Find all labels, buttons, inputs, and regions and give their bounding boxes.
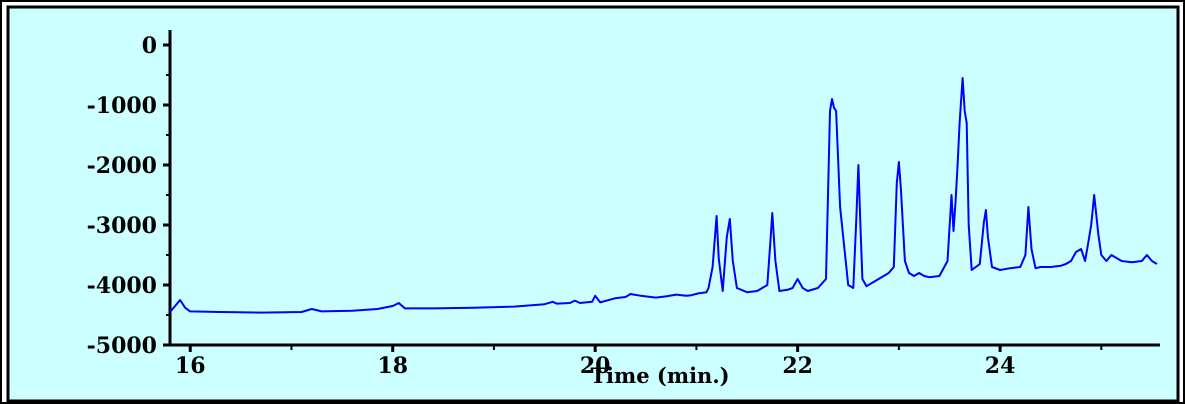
x-tick-label: 24 [985, 353, 1016, 379]
y-tick-label: -3000 [87, 213, 157, 239]
y-tick-label: -1000 [87, 93, 157, 119]
x-axis-ticks: 16 18 20 22 24 [175, 345, 1103, 379]
x-tick-label: 18 [377, 353, 408, 379]
y-tick-label: -2000 [87, 153, 157, 179]
y-tick-label: -4000 [87, 273, 157, 299]
inner-border [6, 5, 1180, 403]
y-axis-ticks: 0 -1000 -2000 -3000 -4000 -5000 [87, 33, 170, 359]
y-tick-label: 0 [142, 33, 157, 59]
x-tick-label: 16 [175, 353, 206, 379]
x-tick-label: 22 [782, 353, 813, 379]
y-tick-label: -5000 [87, 333, 157, 359]
x-tick-label: 20 [580, 353, 611, 379]
series-line [169, 77, 1158, 314]
x-axis-title: Time (min.) [590, 363, 729, 388]
